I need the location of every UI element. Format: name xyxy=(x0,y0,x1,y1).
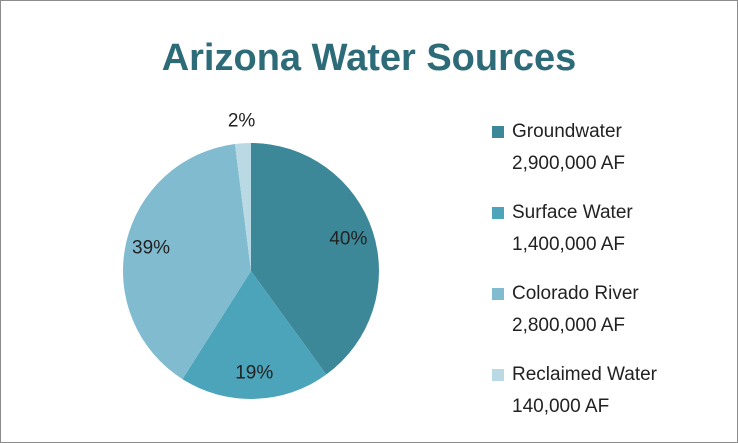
legend-swatch xyxy=(492,369,504,381)
pie-slice xyxy=(182,271,327,399)
data-label: 40% xyxy=(329,228,367,249)
legend-amount: 2,800,000 AF xyxy=(512,315,625,336)
data-label: 2% xyxy=(228,110,256,131)
legend-swatch xyxy=(492,126,504,138)
legend-label: Surface Water xyxy=(512,202,633,223)
data-label: 39% xyxy=(132,238,170,259)
legend-amount: 140,000 AF xyxy=(512,396,609,417)
legend-amount: 1,400,000 AF xyxy=(512,234,625,255)
legend-amount: 2,900,000 AF xyxy=(512,153,625,174)
chart-title: Arizona Water Sources xyxy=(162,37,577,79)
legend-label: Colorado River xyxy=(512,283,639,304)
pie-slice xyxy=(251,143,379,375)
legend-swatch xyxy=(492,288,504,300)
pie-slice xyxy=(123,144,251,380)
legend-label: Groundwater xyxy=(512,121,623,142)
data-label: 19% xyxy=(235,362,273,383)
legend-label: Reclaimed Water xyxy=(512,364,658,385)
legend-swatch xyxy=(492,207,504,219)
pie-slice xyxy=(234,143,251,271)
